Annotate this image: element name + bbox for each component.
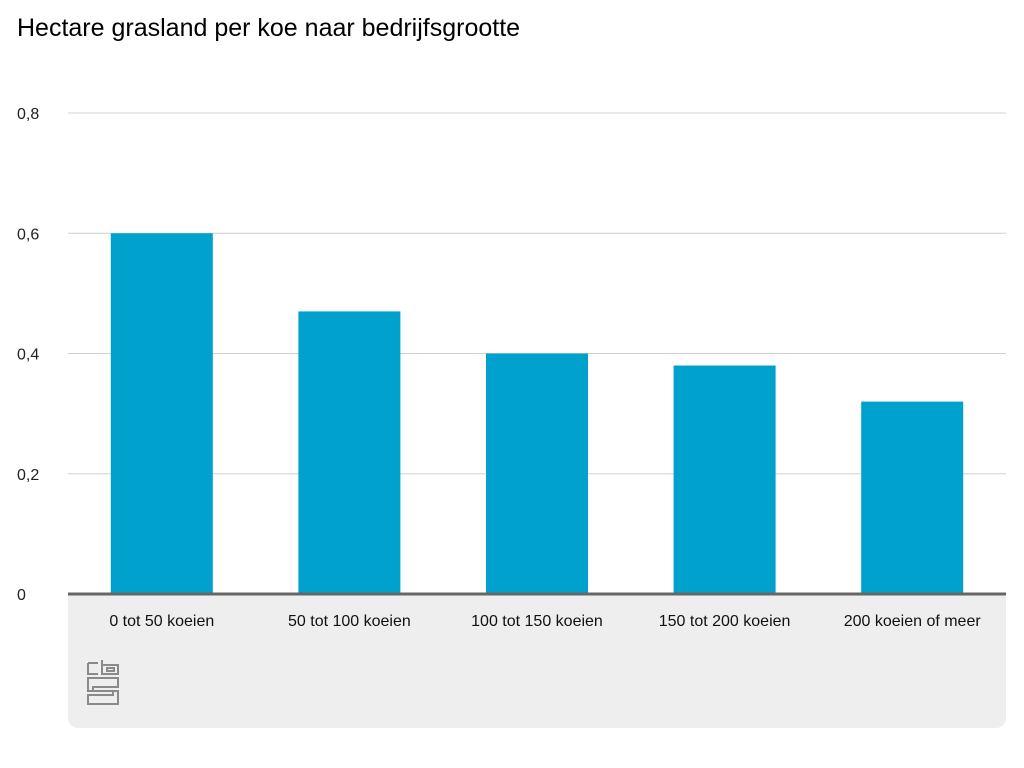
- bar: [861, 401, 964, 594]
- x-axis-panel: [68, 594, 1006, 728]
- y-tick-label: 0: [17, 587, 26, 604]
- x-tick-label: 0 tot 50 koeien: [109, 613, 214, 630]
- bar: [486, 353, 588, 594]
- x-tick-label: 200 koeien of meer: [844, 613, 982, 630]
- x-tick-label: 150 tot 200 koeien: [659, 613, 791, 630]
- bar: [298, 311, 401, 594]
- y-tick-label: 0,2: [17, 467, 39, 484]
- chart-title: Hectare grasland per koe naar bedrijfsgr…: [17, 14, 521, 42]
- x-tick-label: 100 tot 150 koeien: [471, 613, 603, 630]
- cbs-logo-icon: [87, 660, 119, 705]
- bar: [673, 365, 776, 594]
- bar: [110, 233, 213, 594]
- y-tick-label: 0,6: [17, 226, 39, 243]
- y-tick-label: 0,8: [17, 106, 39, 123]
- x-tick-label: 50 tot 100 koeien: [288, 613, 411, 630]
- y-tick-label: 0,4: [17, 347, 39, 364]
